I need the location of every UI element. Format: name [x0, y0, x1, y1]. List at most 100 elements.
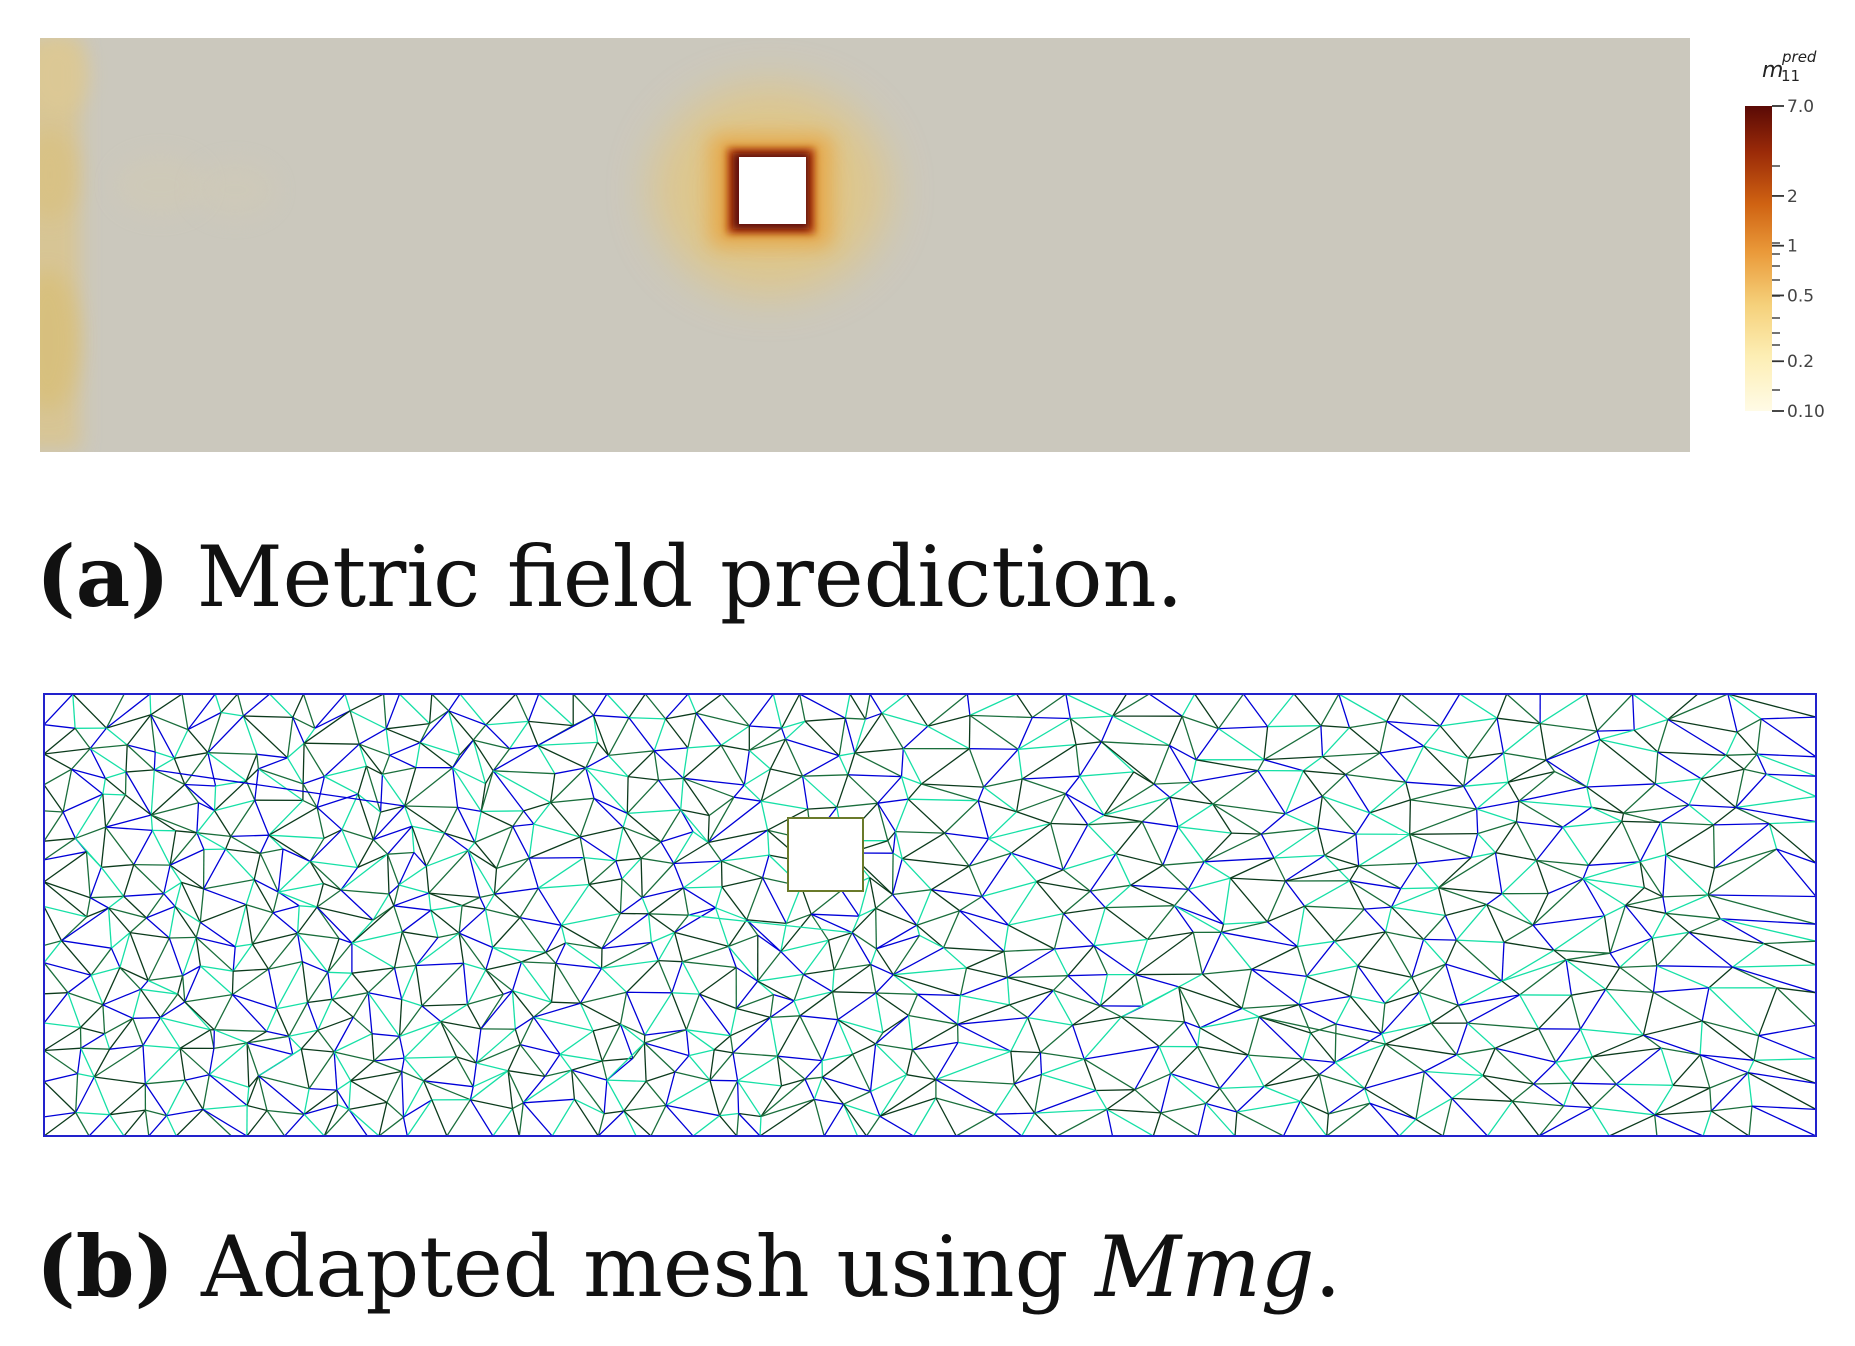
mesh-edge: [316, 906, 340, 939]
mesh-edge: [105, 771, 127, 780]
mesh-edge: [1665, 824, 1714, 856]
mesh-edge: [1018, 743, 1077, 750]
mesh-edge: [440, 1021, 477, 1064]
mesh-edge: [314, 694, 346, 729]
mesh-edge: [533, 802, 552, 825]
mesh-edge: [1495, 1047, 1556, 1063]
mesh-edge: [1623, 812, 1661, 824]
mesh-edge: [1212, 770, 1259, 805]
mesh-edge: [1761, 716, 1816, 720]
mesh-edge: [286, 717, 294, 758]
mesh-edge: [296, 905, 300, 934]
mesh-edge: [385, 728, 391, 756]
mesh-edge: [1041, 1073, 1096, 1092]
mesh-edge: [1324, 854, 1359, 867]
mesh-edge: [561, 912, 621, 926]
mesh-edge: [854, 752, 902, 778]
mesh-edge: [44, 810, 64, 813]
mesh-edge: [1062, 869, 1091, 892]
mesh-edge: [683, 777, 735, 798]
mesh-edge: [877, 803, 889, 841]
mesh-edge: [935, 1050, 1012, 1081]
mesh-edge: [707, 796, 735, 843]
mesh-edge: [1130, 884, 1175, 907]
mesh-edge: [1555, 1061, 1573, 1084]
mesh-edge: [105, 826, 153, 832]
mesh-edge: [1545, 759, 1588, 788]
mesh-edge: [1317, 827, 1326, 856]
mesh-edge: [1135, 973, 1203, 976]
mesh-edge: [1662, 854, 1667, 897]
mesh-edge: [698, 993, 732, 1037]
mesh-edge: [1015, 778, 1023, 812]
mesh-edge: [641, 863, 675, 899]
mesh-edge: [686, 1029, 731, 1037]
mesh-edge: [458, 908, 486, 934]
mesh-edge: [1236, 1111, 1284, 1136]
mesh-edge: [1631, 694, 1635, 731]
mesh-edge: [415, 932, 460, 967]
mesh-edge: [258, 1075, 310, 1090]
mesh-edge: [593, 797, 628, 814]
mesh-edge: [386, 722, 430, 730]
mesh-edge: [467, 850, 481, 898]
mesh-edge: [650, 942, 660, 961]
mesh-edge: [843, 1090, 871, 1105]
mesh-edge: [403, 767, 417, 807]
mesh-edge: [151, 802, 199, 816]
mesh-edge: [1743, 768, 1767, 775]
mesh-edge: [560, 924, 603, 950]
mesh-edge: [615, 857, 642, 862]
mesh-edge: [324, 775, 359, 795]
mesh-edge: [168, 937, 184, 976]
mesh-edge: [145, 1079, 185, 1085]
mesh-edge: [902, 858, 970, 867]
mesh-edge: [1486, 1100, 1513, 1136]
mesh-edge: [314, 710, 351, 729]
mesh-edge: [380, 805, 405, 813]
mesh-edge: [1065, 775, 1081, 795]
mesh-edge: [173, 729, 189, 759]
mesh-edge: [393, 931, 403, 969]
mesh-edge: [981, 896, 1009, 926]
mesh-edge: [523, 801, 551, 812]
mesh-edge: [80, 1033, 105, 1049]
mesh-edge: [821, 1053, 854, 1078]
mesh-edge: [1267, 725, 1321, 728]
mesh-edge: [1467, 994, 1521, 1024]
mesh-edge: [1174, 905, 1222, 933]
mesh-edge: [386, 854, 390, 895]
caption-b-tag: (b): [36, 1217, 175, 1316]
mesh-edge: [479, 897, 487, 910]
mesh-edge: [1621, 813, 1625, 822]
mesh-edge: [373, 1035, 400, 1062]
mesh-edge: [126, 744, 155, 771]
mesh-edge: [1266, 921, 1298, 948]
mesh-edge: [1141, 796, 1171, 823]
mesh-edge: [309, 837, 325, 862]
mesh-edge: [773, 993, 795, 1002]
mesh-edge: [1263, 1073, 1320, 1088]
mesh-edge: [626, 812, 662, 843]
mesh-edge: [1197, 1046, 1221, 1089]
mesh-edge: [76, 1048, 82, 1074]
mesh-edge: [1115, 821, 1143, 855]
mesh-edge: [864, 694, 871, 720]
mesh-edge: [267, 968, 278, 1009]
mesh-edge: [707, 800, 762, 844]
mesh-edge: [1178, 986, 1201, 1029]
mesh-edge: [834, 963, 871, 971]
mesh-edge: [565, 942, 602, 969]
metric-field-panel: m pred 11 7.0 2 1 0.5 0.2 0.10: [0, 0, 1855, 470]
mesh-edge: [1639, 822, 1662, 863]
mesh-edge: [71, 768, 104, 795]
caption-b-period: .: [1314, 1218, 1342, 1316]
mesh-edge: [1178, 826, 1232, 834]
mesh-edge: [1482, 1047, 1496, 1076]
mesh-edge: [1582, 861, 1641, 880]
mesh-edge: [419, 742, 454, 769]
mesh-edge: [1247, 1016, 1260, 1056]
mesh-edge: [1657, 751, 1727, 756]
mesh-edge: [1720, 918, 1816, 925]
